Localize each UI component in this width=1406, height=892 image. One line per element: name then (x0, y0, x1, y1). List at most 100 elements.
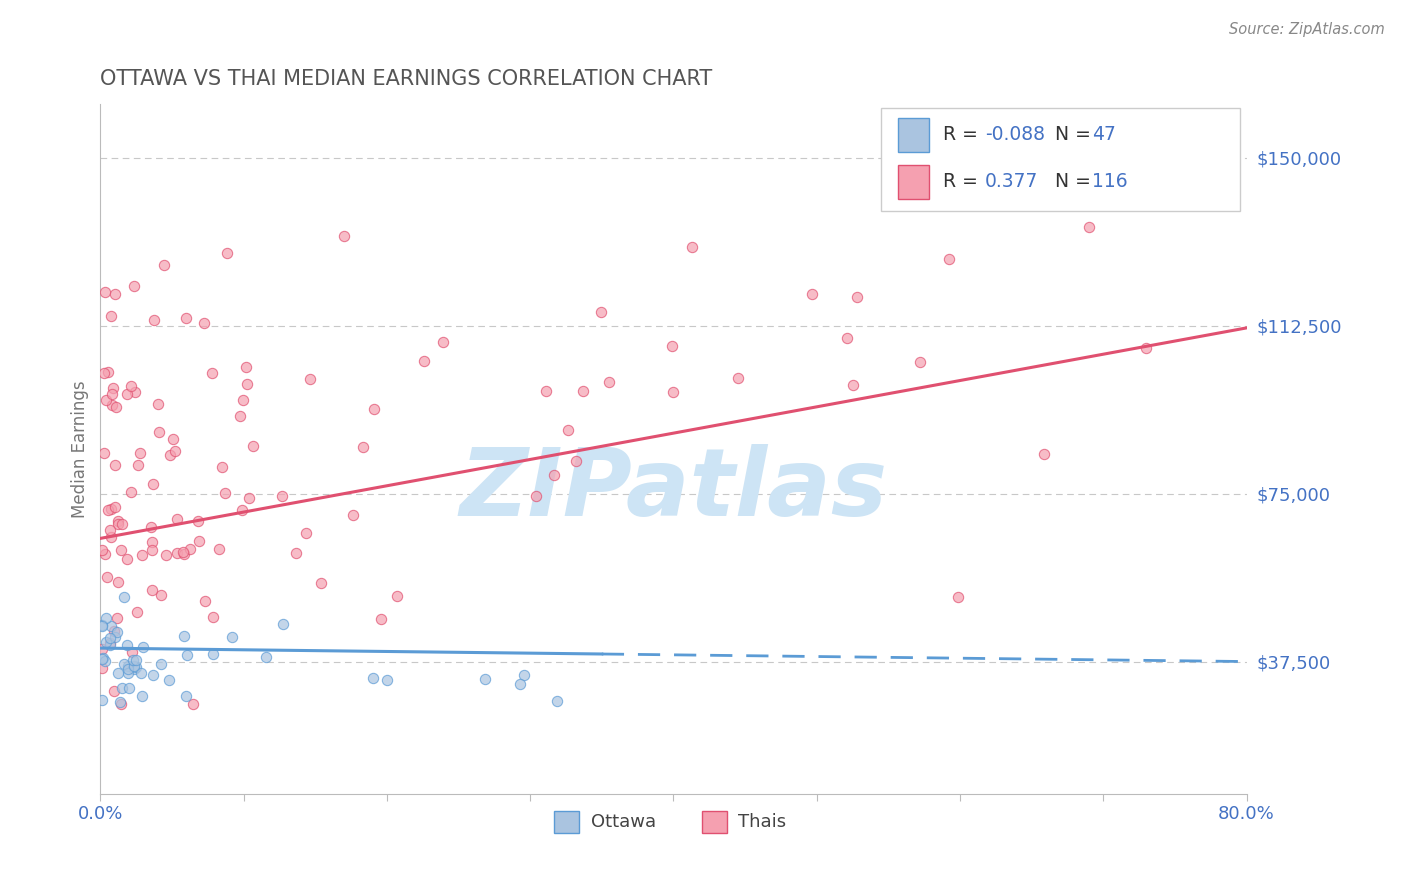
Point (946, 591, 969, 605)
Point (93, 366, 115, 380)
Point (211, 459, 233, 474)
Point (174, 311, 197, 326)
Point (94, 392, 117, 407)
Point (835, 331, 858, 345)
Point (101, 380, 124, 394)
Point (163, 443, 186, 458)
Point (143, 313, 166, 327)
Point (122, 659, 145, 673)
Point (101, 386, 124, 401)
Point (104, 630, 127, 644)
Point (90, 652, 112, 666)
Point (661, 339, 683, 353)
Point (565, 454, 588, 468)
Point (121, 645, 143, 659)
Point (1032, 447, 1054, 461)
Text: ZIPatlas: ZIPatlas (460, 444, 887, 536)
Point (98, 523, 121, 537)
Point (146, 396, 169, 410)
Point (149, 657, 172, 671)
Point (179, 542, 201, 557)
Point (100, 501, 122, 516)
Point (122, 653, 145, 667)
Point (107, 517, 129, 532)
Point (201, 366, 224, 380)
Point (97, 503, 120, 517)
Point (194, 594, 217, 608)
Point (572, 384, 595, 399)
Point (108, 694, 131, 708)
Point (173, 547, 195, 561)
Point (90, 618, 112, 632)
Point (221, 630, 243, 644)
Point (103, 624, 125, 639)
Point (148, 425, 170, 440)
Point (107, 666, 129, 681)
Point (589, 305, 612, 319)
Point (176, 690, 198, 704)
Point (98, 631, 121, 645)
Point (187, 534, 209, 549)
Point (141, 583, 163, 598)
Point (309, 575, 332, 590)
Point (105, 611, 128, 625)
Point (125, 659, 148, 673)
Y-axis label: Median Earnings: Median Earnings (72, 380, 89, 517)
Point (129, 666, 152, 681)
Point (115, 638, 138, 652)
Text: Ottawa: Ottawa (591, 813, 655, 830)
Point (115, 552, 138, 566)
Point (202, 647, 225, 661)
Point (235, 360, 257, 375)
Text: R =: R = (943, 125, 984, 145)
Point (141, 534, 163, 549)
Point (842, 377, 865, 392)
Point (363, 402, 385, 417)
Point (153, 258, 176, 272)
Point (232, 393, 254, 408)
Point (333, 228, 356, 243)
Point (298, 372, 321, 386)
Point (370, 612, 392, 626)
Point (236, 376, 259, 391)
Point (97, 365, 120, 379)
Point (104, 500, 127, 514)
Point (127, 606, 149, 620)
Point (104, 458, 127, 472)
Point (201, 610, 224, 624)
Point (231, 503, 253, 517)
Point (96, 611, 118, 625)
Point (546, 693, 568, 707)
Point (159, 448, 181, 462)
Point (127, 458, 149, 473)
Text: 47: 47 (1092, 125, 1116, 145)
Text: Source: ZipAtlas.com: Source: ZipAtlas.com (1229, 22, 1385, 37)
Point (100, 309, 122, 323)
Point (105, 624, 128, 639)
Point (132, 640, 155, 655)
Point (910, 355, 932, 369)
Point (1135, 341, 1157, 355)
Point (104, 286, 127, 301)
Point (105, 400, 128, 414)
Text: -0.088: -0.088 (986, 125, 1045, 145)
Point (141, 543, 163, 558)
Point (120, 379, 142, 393)
Point (100, 636, 122, 650)
Point (208, 542, 231, 557)
Point (254, 649, 277, 664)
Point (215, 245, 238, 260)
Text: N =: N = (1056, 172, 1097, 191)
Point (90, 619, 112, 633)
Point (100, 531, 122, 545)
Point (96, 570, 118, 584)
Point (117, 662, 139, 676)
Point (122, 663, 145, 677)
Point (112, 657, 135, 671)
Point (91, 651, 114, 665)
Point (166, 546, 188, 560)
Point (361, 671, 384, 685)
Point (131, 549, 153, 563)
Point (385, 589, 408, 603)
Point (118, 681, 141, 695)
